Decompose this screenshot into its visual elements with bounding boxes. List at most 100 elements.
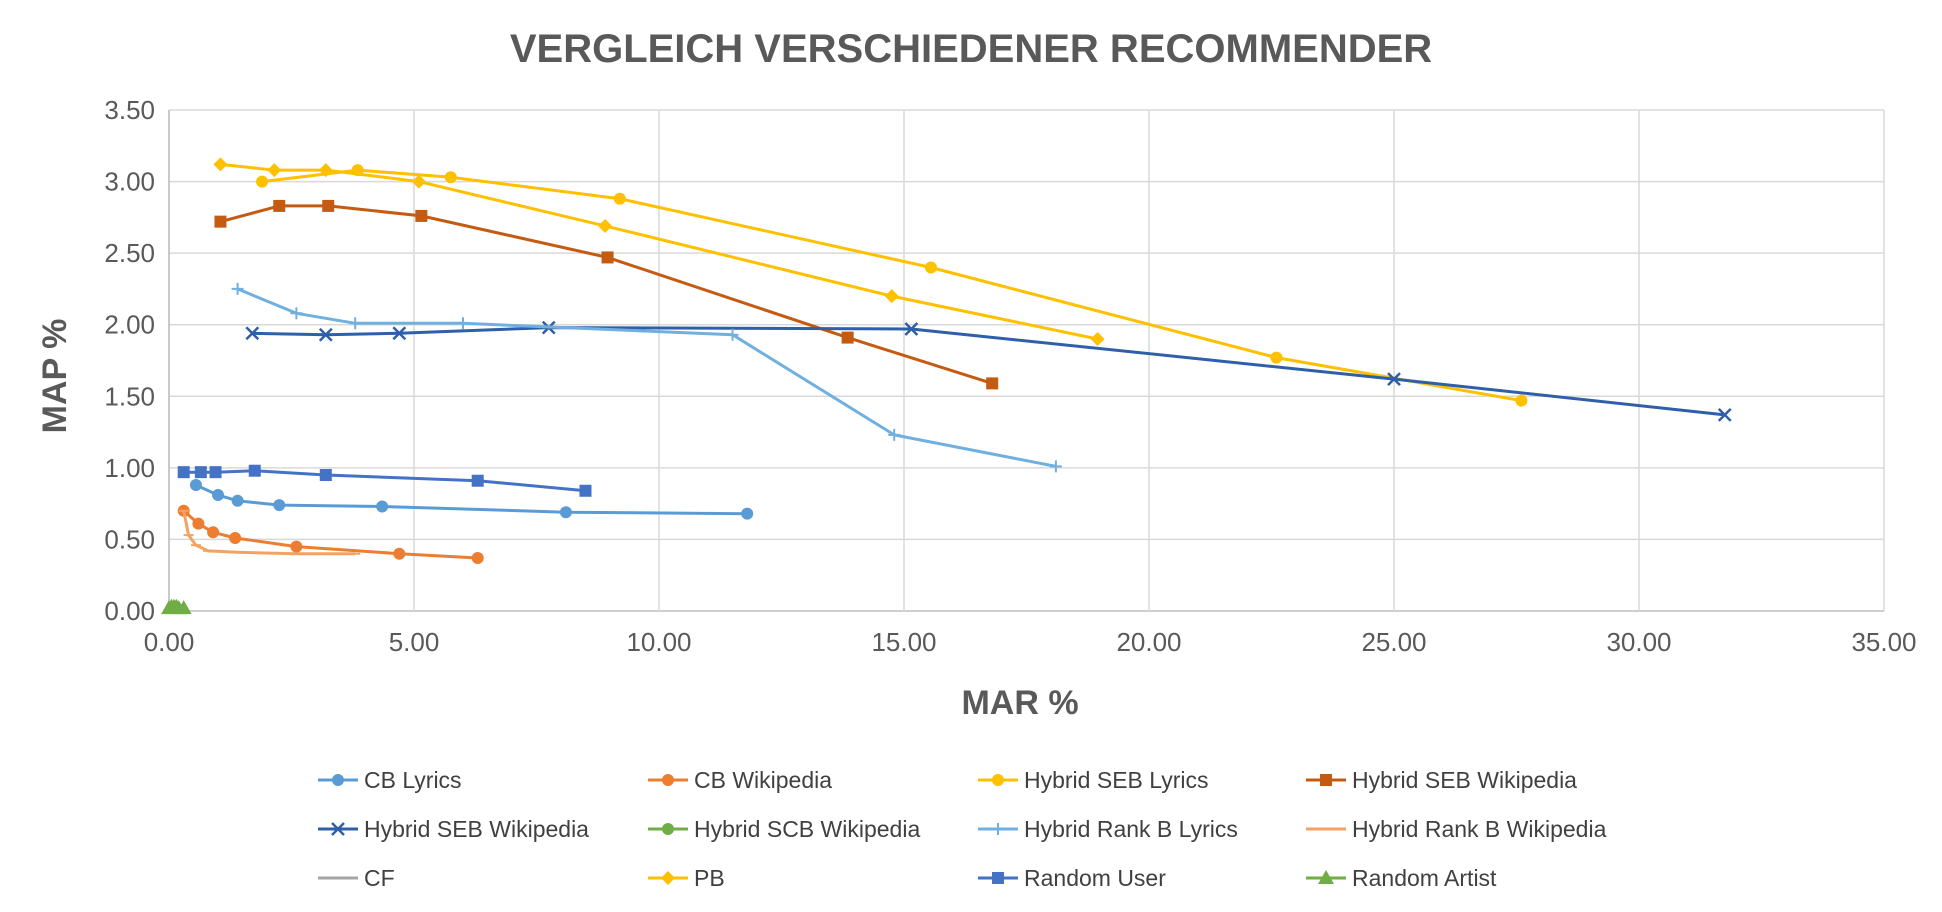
x-axis-title: MAR % (961, 684, 1078, 722)
legend-label: CF (364, 865, 395, 891)
series-0 (189, 479, 754, 520)
data-point (1049, 460, 1062, 473)
data-point (290, 307, 303, 320)
series-11 (161, 598, 192, 615)
y-axis-title: MAP % (36, 319, 74, 434)
data-point (248, 464, 261, 477)
y-tick-label: 0.00 (104, 596, 155, 626)
x-tick-label: 25.00 (1361, 627, 1426, 657)
data-point (319, 469, 332, 482)
data-point (189, 479, 202, 492)
data-point (194, 466, 207, 479)
legend-item: PB (648, 865, 725, 891)
legend-swatch-marker (331, 822, 345, 836)
data-point (411, 174, 426, 189)
data-point (290, 540, 303, 553)
data-point (231, 282, 244, 295)
series-line (183, 469, 586, 493)
series-line (220, 204, 993, 385)
legend-item: Hybrid Rank B Wikipedia (1306, 816, 1607, 842)
data-point (1515, 394, 1528, 407)
legend-item: Hybrid SEB Wikipedia (1306, 767, 1577, 793)
data-point (1270, 351, 1283, 364)
chart-title: VERGLEICH VERSCHIEDENER RECOMMENDER (510, 27, 1432, 71)
series-3 (214, 199, 999, 390)
data-point (273, 499, 286, 512)
data-point (177, 466, 190, 479)
legend-label: Hybrid SEB Wikipedia (364, 816, 589, 842)
data-point (392, 326, 407, 341)
series-9 (213, 157, 1105, 347)
legend-label: Random User (1024, 865, 1166, 891)
grid (168, 109, 1885, 612)
series-10 (177, 464, 592, 497)
data-point (726, 328, 739, 341)
data-point (598, 218, 613, 233)
legend-label: Hybrid SEB Lyrics (1024, 767, 1208, 793)
data-point (229, 531, 242, 544)
series-4 (245, 320, 1732, 422)
series-line (252, 326, 1725, 417)
x-tick-label: 20.00 (1116, 627, 1181, 657)
data-point (904, 322, 919, 336)
data-point (986, 377, 999, 390)
series-2 (256, 164, 1528, 407)
x-tick-label: 15.00 (871, 627, 936, 657)
plot-area (161, 157, 1732, 615)
y-tick-label: 2.50 (104, 238, 155, 268)
legend-item: CB Wikipedia (648, 767, 832, 793)
data-point (273, 199, 286, 212)
legend-item: Hybrid SEB Lyrics (978, 767, 1208, 793)
legend-label: PB (694, 865, 725, 891)
legend-swatch-marker (661, 871, 675, 885)
data-point (376, 500, 389, 513)
legend-swatch-marker (1320, 774, 1332, 786)
legend-swatch-marker (1318, 870, 1334, 884)
x-tick-label: 0.00 (144, 627, 195, 657)
legend-swatch-marker (992, 872, 1004, 884)
legend-label: Hybrid SCB Wikipedia (694, 816, 920, 842)
legend-label: CB Wikipedia (694, 767, 832, 793)
data-point (175, 600, 192, 615)
legend-swatch-marker (662, 774, 674, 786)
x-tick-label: 35.00 (1851, 627, 1916, 657)
legend-item: CF (318, 865, 395, 891)
data-point (471, 552, 484, 565)
series-line (261, 168, 1522, 403)
legend-label: Hybrid Rank B Lyrics (1024, 816, 1238, 842)
data-point (349, 317, 362, 330)
y-tick-label: 1.00 (104, 453, 155, 483)
legend-label: CB Lyrics (364, 767, 462, 793)
series-7 (178, 509, 361, 556)
data-point (256, 175, 269, 188)
legend-label: Hybrid SEB Wikipedia (1352, 767, 1577, 793)
data-point (1090, 332, 1105, 347)
series-1 (177, 504, 484, 565)
legend-swatch-marker (332, 774, 344, 786)
legend-swatch-marker (992, 774, 1004, 786)
legend-item: CB Lyrics (318, 767, 462, 793)
data-point (245, 326, 260, 341)
y-tick-label: 3.00 (104, 167, 155, 197)
data-point (559, 506, 572, 519)
legend-swatch-marker (662, 823, 674, 835)
legend-label: Hybrid Rank B Wikipedia (1352, 816, 1607, 842)
data-point (1387, 372, 1401, 386)
series-6 (231, 282, 1062, 473)
legend-swatch-marker (992, 823, 1004, 835)
legend-item: Hybrid SCB Wikipedia (648, 816, 920, 842)
legend-label: Random Artist (1352, 865, 1497, 891)
data-point (884, 289, 899, 304)
data-point (209, 466, 222, 479)
y-tick-label: 2.00 (104, 310, 155, 340)
data-point (267, 163, 282, 178)
data-point (213, 157, 228, 172)
data-point (231, 494, 244, 507)
data-point (579, 484, 592, 497)
legend-item: Hybrid SEB Wikipedia (318, 816, 589, 842)
data-point (212, 489, 224, 502)
y-tick-label: 1.50 (104, 381, 155, 411)
y-tick-label: 3.50 (104, 95, 155, 125)
y-tick-label: 0.50 (104, 524, 155, 554)
